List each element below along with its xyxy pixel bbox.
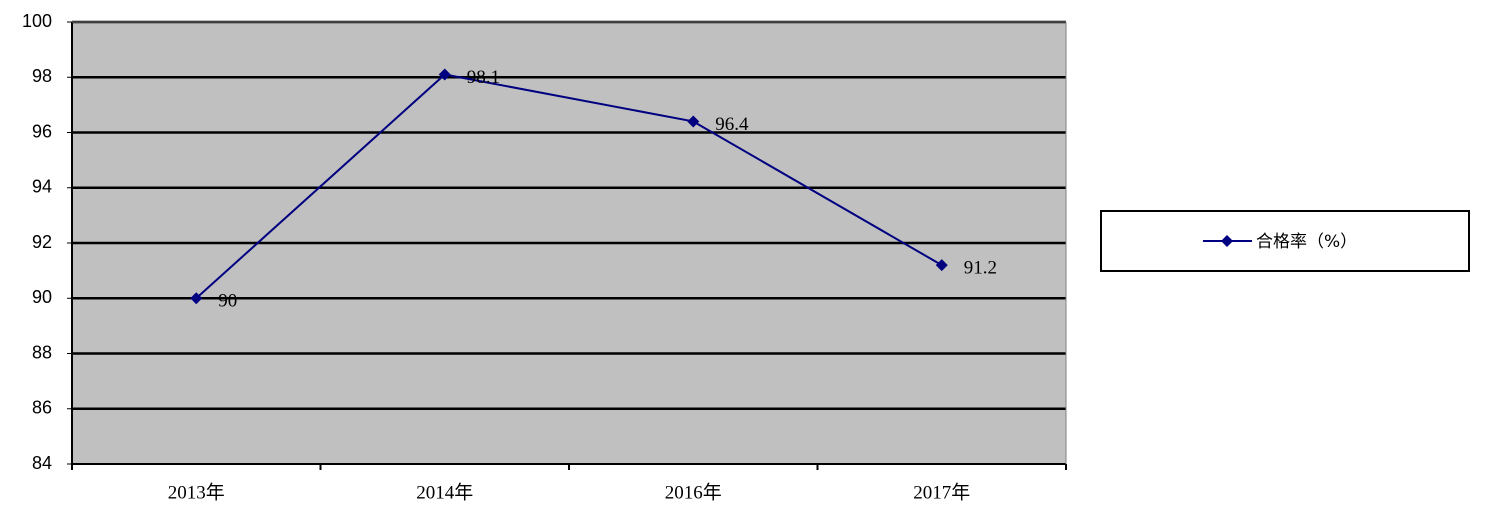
y-tick-label: 92 — [32, 232, 52, 252]
x-tick-label: 2017年 — [913, 481, 970, 503]
y-tick-label: 84 — [32, 453, 52, 473]
legend-marker — [1221, 235, 1233, 247]
data-label: 98.1 — [467, 67, 500, 88]
y-tick-label: 96 — [32, 121, 52, 141]
series-line — [195, 73, 943, 299]
y-tick-label: 86 — [32, 398, 52, 418]
point-marker — [687, 115, 700, 128]
y-tick-label: 90 — [32, 287, 52, 307]
y-tick-label: 98 — [32, 66, 52, 86]
x-tick-label: 2013年 — [168, 481, 225, 503]
point-marker — [935, 259, 948, 272]
x-tick-label: 2014年 — [416, 481, 473, 503]
data-label: 91.2 — [964, 257, 997, 278]
data-label: 96.4 — [715, 114, 749, 135]
legend-box — [1100, 210, 1470, 272]
point-marker — [438, 68, 451, 81]
y-tick-label: 100 — [22, 11, 52, 31]
y-tick-label: 94 — [32, 177, 52, 197]
y-tick-label: 88 — [32, 342, 52, 362]
point-marker — [190, 292, 203, 305]
data-label: 90 — [218, 291, 237, 312]
x-tick-label: 2016年 — [665, 481, 722, 503]
legend-label: 合格率（%） — [1256, 232, 1357, 252]
